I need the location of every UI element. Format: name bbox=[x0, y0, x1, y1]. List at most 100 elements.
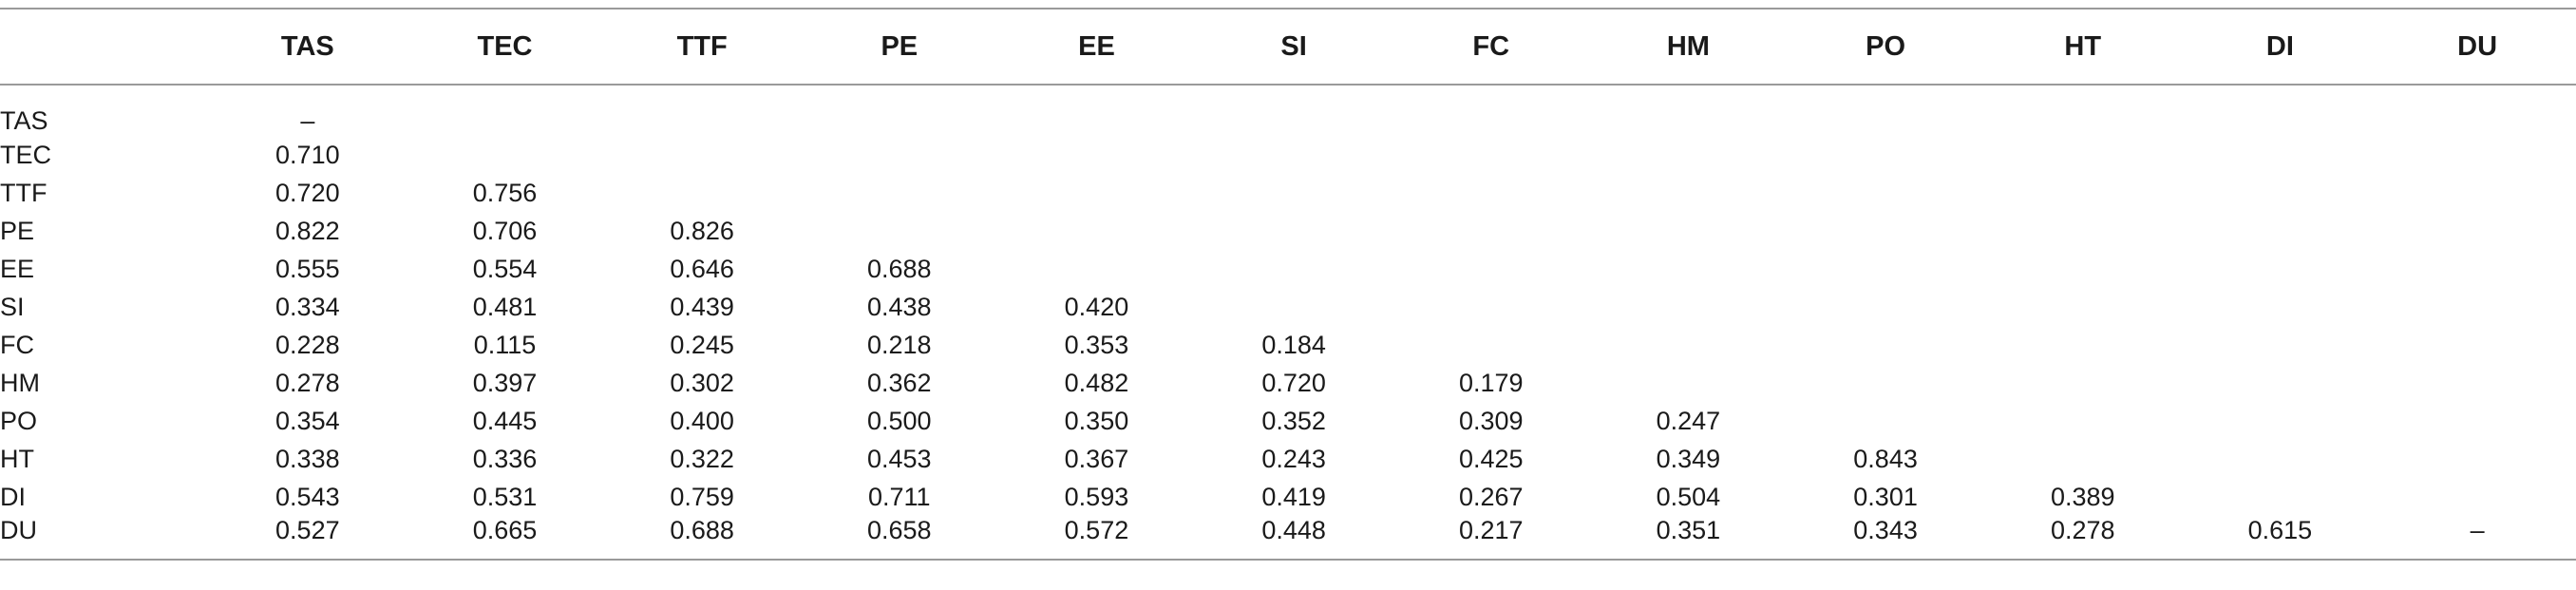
table-cell bbox=[1195, 212, 1392, 250]
column-header: HT bbox=[1983, 8, 2182, 86]
table-cell bbox=[998, 212, 1196, 250]
table-cell: 0.756 bbox=[472, 178, 538, 207]
table-cell bbox=[1787, 326, 1984, 364]
column-header: EE bbox=[997, 8, 1196, 86]
table-cell bbox=[1392, 136, 1590, 174]
table-cell bbox=[1392, 174, 1590, 212]
row-label: PO bbox=[0, 406, 38, 435]
table-cell: 0.843 bbox=[1853, 444, 1918, 473]
table-header: TAS TEC TTF PE EE SI FC HM PO HT DI DU bbox=[0, 8, 2576, 86]
table-cell: 0.217 bbox=[1392, 516, 1590, 561]
table-cell: 0.353 bbox=[1064, 330, 1129, 359]
table-cell: 0.302 bbox=[670, 368, 734, 397]
table-cell: 0.184 bbox=[1261, 330, 1326, 359]
table-cell bbox=[1590, 288, 1788, 326]
table-cell bbox=[2378, 364, 2576, 402]
table-cell: 0.218 bbox=[867, 330, 932, 359]
table-cell: 0.397 bbox=[472, 368, 538, 397]
table-cell bbox=[1787, 85, 1984, 136]
table-cell: 0.278 bbox=[1983, 516, 2182, 561]
table-cell bbox=[2182, 440, 2379, 478]
table-cell bbox=[1392, 288, 1590, 326]
table-cell bbox=[407, 85, 604, 136]
table-cell: 0.720 bbox=[1261, 368, 1326, 397]
table-cell bbox=[2378, 288, 2576, 326]
table-cell: 0.665 bbox=[406, 516, 604, 561]
table-cell: 0.531 bbox=[472, 482, 538, 511]
table-cell bbox=[1590, 250, 1788, 288]
column-header: PE bbox=[800, 8, 998, 86]
table-cell bbox=[1392, 250, 1590, 288]
correlation-table: TAS TEC TTF PE EE SI FC HM PO HT DI DU TAS – TEC 0.710… bbox=[0, 8, 2576, 561]
table-cell: 0.343 bbox=[1787, 516, 1984, 561]
table-cell bbox=[603, 85, 801, 136]
table-cell bbox=[2182, 288, 2379, 326]
table-cell bbox=[2182, 136, 2379, 174]
table-cell bbox=[1984, 440, 2182, 478]
table-cell: 0.309 bbox=[1458, 406, 1524, 435]
table-cell: 0.504 bbox=[1656, 482, 1721, 511]
table-body: TAS – TEC 0.710 TTF 0.720 0.756 PE 0.822 0.706 0.8… bbox=[0, 85, 2576, 561]
table-cell: 0.334 bbox=[275, 292, 340, 321]
column-header: SI bbox=[1195, 8, 1392, 86]
table-cell: 0.711 bbox=[868, 482, 931, 511]
table-row: HM 0.278 0.397 0.302 0.362 0.482 0.720 0.179 bbox=[0, 364, 2576, 402]
row-label: TEC bbox=[0, 140, 51, 169]
table-cell: 0.228 bbox=[275, 330, 340, 359]
table-row: FC 0.228 0.115 0.245 0.218 0.353 0.184 bbox=[0, 326, 2576, 364]
table-cell: 0.445 bbox=[472, 406, 538, 435]
table-cell: 0.688 bbox=[867, 254, 932, 283]
row-label: FC bbox=[0, 330, 34, 359]
table-cell bbox=[1590, 85, 1788, 136]
table-cell bbox=[2378, 402, 2576, 440]
table-cell: 0.593 bbox=[1064, 482, 1129, 511]
table-cell: 0.243 bbox=[1261, 444, 1326, 473]
table-cell: 0.706 bbox=[472, 216, 538, 245]
row-label: TTF bbox=[0, 178, 47, 207]
table-cell: 0.438 bbox=[867, 292, 932, 321]
table-row: PO 0.354 0.445 0.400 0.500 0.350 0.352 0.309 0.2… bbox=[0, 402, 2576, 440]
table-cell: 0.338 bbox=[275, 444, 340, 473]
table-cell bbox=[2182, 212, 2379, 250]
table-cell: – bbox=[2378, 516, 2576, 561]
column-header: DI bbox=[2181, 8, 2379, 86]
table-cell: 0.351 bbox=[1589, 516, 1788, 561]
table-cell bbox=[1590, 364, 1788, 402]
table-row: TTF 0.720 0.756 bbox=[0, 174, 2576, 212]
table-cell bbox=[1392, 326, 1590, 364]
table-cell: 0.658 bbox=[800, 516, 998, 561]
table-cell: 0.543 bbox=[275, 482, 340, 511]
table-cell bbox=[1787, 136, 1984, 174]
table-cell bbox=[1392, 212, 1590, 250]
table-row: EE 0.555 0.554 0.646 0.688 bbox=[0, 250, 2576, 288]
table-cell bbox=[2378, 478, 2576, 516]
table-cell bbox=[2378, 212, 2576, 250]
table-cell: 0.420 bbox=[1064, 292, 1129, 321]
table-row: TAS – bbox=[0, 85, 2576, 136]
table-cell bbox=[2182, 85, 2379, 136]
table-cell bbox=[2182, 174, 2379, 212]
table-cell bbox=[603, 136, 801, 174]
table-cell: 0.322 bbox=[670, 444, 734, 473]
table-cell: 0.482 bbox=[1064, 368, 1129, 397]
table-cell bbox=[1590, 174, 1788, 212]
table-cell bbox=[1984, 136, 2182, 174]
table-cell bbox=[2182, 402, 2379, 440]
table-cell bbox=[1984, 402, 2182, 440]
header-row: TAS TEC TTF PE EE SI FC HM PO HT DI DU bbox=[0, 8, 2576, 86]
table-row: SI 0.334 0.481 0.439 0.438 0.420 bbox=[0, 288, 2576, 326]
table-cell bbox=[801, 174, 998, 212]
table-cell: 0.179 bbox=[1458, 368, 1524, 397]
row-label: PE bbox=[0, 216, 35, 245]
table-cell: 0.349 bbox=[1656, 444, 1721, 473]
table-cell bbox=[1590, 326, 1788, 364]
table-cell bbox=[801, 212, 998, 250]
table-cell bbox=[1195, 250, 1392, 288]
table-cell: 0.453 bbox=[867, 444, 932, 473]
table-cell bbox=[1787, 288, 1984, 326]
table-cell bbox=[2182, 250, 2379, 288]
table-cell bbox=[1984, 288, 2182, 326]
table-cell: 0.362 bbox=[867, 368, 932, 397]
table-cell: 0.439 bbox=[670, 292, 734, 321]
